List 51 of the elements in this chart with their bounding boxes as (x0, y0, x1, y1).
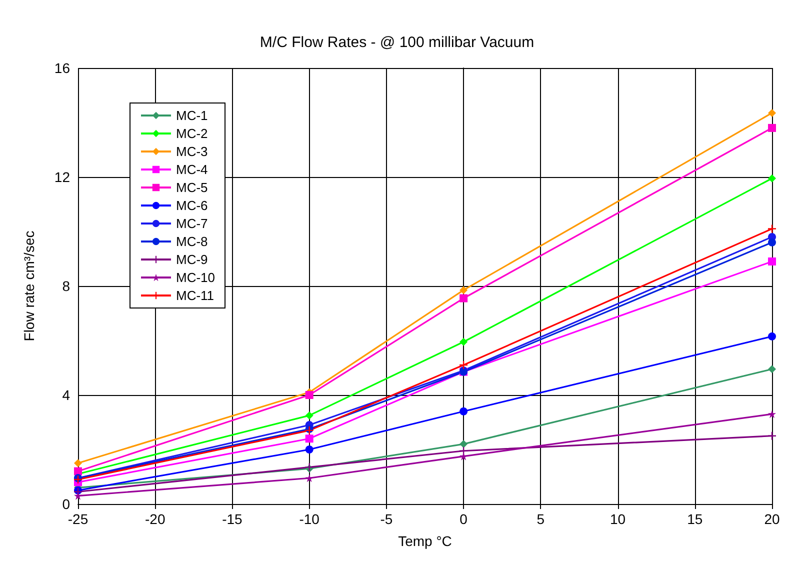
x-tick-label: -5 (380, 511, 393, 527)
x-axis-title: Temp °C (398, 533, 452, 549)
legend-label: MC-5 (176, 180, 208, 195)
point (460, 294, 468, 302)
x-tick-label: -25 (68, 511, 88, 527)
point (74, 492, 82, 500)
x-tick-label: -15 (222, 511, 243, 527)
chart-title: M/C Flow Rates - @ 100 millibar Vacuum (260, 34, 534, 51)
point (305, 411, 314, 420)
legend-label: MC-2 (176, 126, 208, 141)
x-tick-label: 0 (460, 511, 468, 527)
legend-label: MC-1 (176, 108, 208, 123)
y-tick-label: 4 (62, 387, 70, 403)
legend-label: MC-10 (176, 270, 216, 285)
point (74, 459, 82, 468)
point (768, 257, 776, 266)
point (768, 224, 776, 233)
y-axis-title: Flow rate cm³/sec (21, 230, 37, 342)
point (74, 467, 82, 476)
legend-label: MC-11 (176, 288, 214, 303)
point (768, 174, 776, 182)
x-tick-label: 10 (610, 511, 626, 527)
x-tick-label: -20 (144, 511, 166, 527)
x-tick-label: -10 (299, 511, 320, 527)
legend-label: MC-4 (176, 162, 208, 177)
y-tick-label: 0 (62, 496, 70, 512)
point (460, 338, 468, 346)
point (460, 407, 468, 416)
x-tick-label: 5 (536, 511, 545, 527)
y-tick-label: 16 (54, 60, 70, 76)
point (768, 332, 776, 340)
point (768, 108, 776, 117)
point (460, 286, 468, 294)
y-tick-label: 12 (54, 169, 70, 185)
x-tick-label: 15 (687, 511, 703, 527)
point (305, 391, 314, 399)
legend-label: MC-8 (176, 234, 208, 249)
point (768, 238, 776, 246)
point (768, 365, 776, 374)
point (768, 124, 776, 132)
legend-label: MC-9 (176, 252, 208, 267)
point (305, 446, 314, 454)
point (768, 410, 776, 418)
point (305, 434, 314, 443)
point (460, 452, 468, 460)
point (460, 440, 468, 448)
legend-label: MC-6 (176, 198, 208, 213)
y-tick-label: 8 (62, 278, 70, 294)
legend-label: MC-3 (176, 144, 208, 159)
legend-label: MC-7 (176, 216, 208, 231)
x-tick-label: 20 (764, 511, 780, 527)
